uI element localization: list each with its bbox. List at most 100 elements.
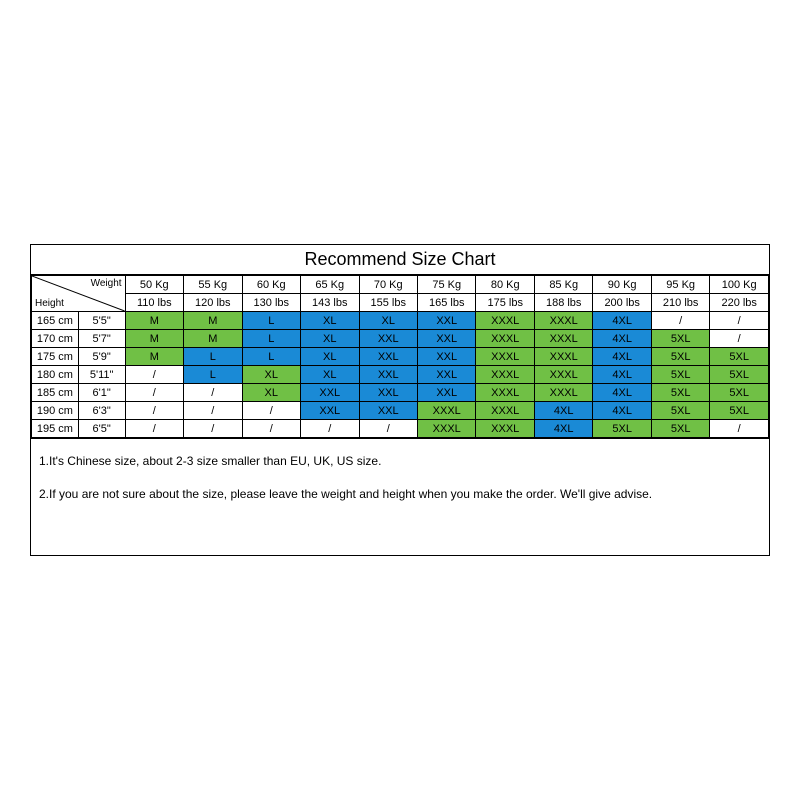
size-cell: M <box>125 312 183 330</box>
height-cm: 185 cm <box>32 384 79 402</box>
weight-kg-header: 65 Kg <box>301 276 359 294</box>
size-cell: / <box>710 420 769 438</box>
height-ft: 5'9" <box>78 348 125 366</box>
size-cell: 5XL <box>651 366 709 384</box>
size-cell: XXL <box>359 384 417 402</box>
size-cell: XXXL <box>417 420 475 438</box>
size-cell: XXXL <box>476 420 534 438</box>
size-cell: L <box>242 348 300 366</box>
size-cell: XL <box>301 348 359 366</box>
size-cell: XXXL <box>534 384 592 402</box>
weight-lbs-header: 188 lbs <box>534 294 592 312</box>
weight-lbs-header: 175 lbs <box>476 294 534 312</box>
size-cell: 4XL <box>593 402 651 420</box>
weight-lbs-header: 220 lbs <box>710 294 769 312</box>
size-cell: 5XL <box>710 402 769 420</box>
size-cell: 5XL <box>593 420 651 438</box>
size-cell: XXXL <box>476 366 534 384</box>
size-cell: XXXL <box>417 402 475 420</box>
weight-kg-header: 50 Kg <box>125 276 183 294</box>
size-cell: / <box>125 402 183 420</box>
size-cell: / <box>184 402 242 420</box>
height-cm: 170 cm <box>32 330 79 348</box>
size-cell: 4XL <box>593 348 651 366</box>
size-cell: XXL <box>417 384 475 402</box>
size-cell: XXL <box>359 330 417 348</box>
size-table: WeightHeight50 Kg55 Kg60 Kg65 Kg70 Kg75 … <box>31 275 769 438</box>
size-cell: 5XL <box>651 348 709 366</box>
weight-kg-header: 55 Kg <box>184 276 242 294</box>
size-cell: 4XL <box>593 312 651 330</box>
size-cell: XXL <box>359 402 417 420</box>
size-cell: XL <box>242 384 300 402</box>
size-chart: Recommend Size Chart WeightHeight50 Kg55… <box>30 244 770 556</box>
size-cell: XXL <box>359 366 417 384</box>
size-cell: / <box>184 420 242 438</box>
height-ft: 5'11" <box>78 366 125 384</box>
size-cell: / <box>710 312 769 330</box>
size-cell: / <box>651 312 709 330</box>
size-cell: 5XL <box>710 384 769 402</box>
note-2: 2.If you are not sure about the size, pl… <box>39 486 761 503</box>
size-cell: 5XL <box>651 330 709 348</box>
size-cell: 5XL <box>651 420 709 438</box>
weight-kg-header: 60 Kg <box>242 276 300 294</box>
size-cell: 5XL <box>710 348 769 366</box>
chart-title: Recommend Size Chart <box>31 245 769 275</box>
size-cell: 4XL <box>534 402 592 420</box>
size-cell: XXXL <box>476 402 534 420</box>
height-cm: 195 cm <box>32 420 79 438</box>
size-cell: XXL <box>417 348 475 366</box>
height-ft: 6'1" <box>78 384 125 402</box>
size-cell: / <box>710 330 769 348</box>
size-cell: 4XL <box>593 330 651 348</box>
size-cell: XXXL <box>476 384 534 402</box>
size-cell: 4XL <box>593 384 651 402</box>
weight-lbs-header: 200 lbs <box>593 294 651 312</box>
weight-lbs-header: 130 lbs <box>242 294 300 312</box>
size-cell: XL <box>301 330 359 348</box>
size-cell: XXL <box>359 348 417 366</box>
height-cm: 175 cm <box>32 348 79 366</box>
size-cell: 4XL <box>593 366 651 384</box>
weight-lbs-header: 165 lbs <box>417 294 475 312</box>
size-cell: XXXL <box>476 312 534 330</box>
weight-lbs-header: 210 lbs <box>651 294 709 312</box>
height-ft: 6'3" <box>78 402 125 420</box>
size-cell: 5XL <box>710 366 769 384</box>
size-cell: XXL <box>417 366 475 384</box>
height-ft: 5'5" <box>78 312 125 330</box>
size-cell: M <box>125 348 183 366</box>
size-cell: XL <box>301 312 359 330</box>
size-cell: XXXL <box>476 348 534 366</box>
size-cell: XXXL <box>476 330 534 348</box>
size-cell: / <box>125 420 183 438</box>
size-cell: XL <box>301 366 359 384</box>
size-cell: / <box>184 384 242 402</box>
size-cell: XXL <box>417 312 475 330</box>
size-cell: M <box>125 330 183 348</box>
size-cell: L <box>184 366 242 384</box>
weight-lbs-header: 120 lbs <box>184 294 242 312</box>
size-cell: 4XL <box>534 420 592 438</box>
weight-kg-header: 80 Kg <box>476 276 534 294</box>
weight-kg-header: 90 Kg <box>593 276 651 294</box>
weight-kg-header: 95 Kg <box>651 276 709 294</box>
note-1: 1.It's Chinese size, about 2-3 size smal… <box>39 453 761 470</box>
size-cell: / <box>125 366 183 384</box>
weight-lbs-header: 155 lbs <box>359 294 417 312</box>
weight-kg-header: 85 Kg <box>534 276 592 294</box>
size-cell: XXXL <box>534 366 592 384</box>
size-cell: / <box>125 384 183 402</box>
size-cell: L <box>184 348 242 366</box>
size-cell: XXL <box>417 330 475 348</box>
height-cm: 165 cm <box>32 312 79 330</box>
size-cell: M <box>184 330 242 348</box>
size-cell: / <box>242 402 300 420</box>
size-cell: / <box>301 420 359 438</box>
size-cell: L <box>242 312 300 330</box>
size-cell: XXXL <box>534 330 592 348</box>
size-cell: XL <box>242 366 300 384</box>
size-cell: 5XL <box>651 402 709 420</box>
height-label: Height <box>35 298 64 309</box>
